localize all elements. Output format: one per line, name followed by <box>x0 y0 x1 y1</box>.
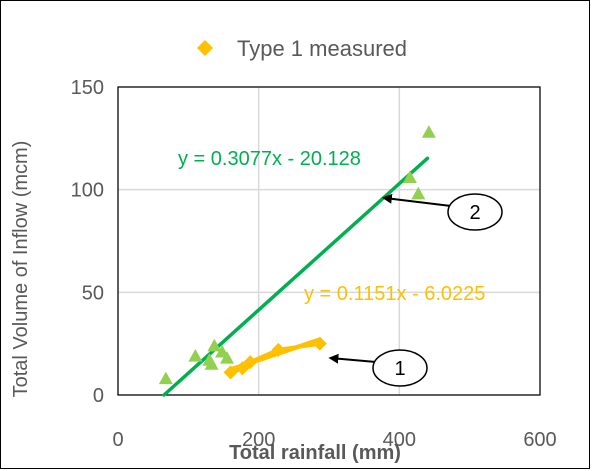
data-point-triangle <box>411 186 426 200</box>
data-point-triangle <box>421 125 436 138</box>
x-tick-label: 600 <box>523 429 556 451</box>
x-tick-label: 200 <box>242 429 275 451</box>
series-markers <box>158 125 436 385</box>
data-point-triangle <box>207 338 222 352</box>
callout-arrow-2 <box>381 193 452 207</box>
data-point-diamond <box>223 365 238 380</box>
y-axis-title: Total Volume of Inflow (mcm) <box>10 141 32 398</box>
legend-marker-diamond <box>197 40 213 56</box>
legend-label: Type 1 measured <box>237 36 407 61</box>
callouts: 21 <box>328 193 503 387</box>
plot-area-border <box>117 86 541 396</box>
x-tick-label: 0 <box>112 429 123 451</box>
data-point-diamond <box>271 342 286 357</box>
data-point-triangle <box>402 170 417 183</box>
data-point-triangle <box>220 351 235 364</box>
y-tick-label: 50 <box>82 282 104 304</box>
callout-arrow-1 <box>328 353 377 364</box>
x-axis-title: Total rainfall (mm) <box>229 442 401 464</box>
y-axis-tick-labels: 0 50 100 150 <box>71 77 104 407</box>
callout-circle-1 <box>372 349 428 387</box>
callout-circle-2 <box>447 193 503 231</box>
series-0 <box>223 336 327 380</box>
x-axis-tick-labels: 0 200 400 600 <box>112 429 556 451</box>
y-tick-label: 150 <box>71 77 104 99</box>
x-tick-label: 400 <box>383 429 416 451</box>
callout-label: 1 <box>394 358 405 380</box>
data-point-triangle <box>204 357 219 370</box>
legend: Type 1 measured <box>197 36 407 61</box>
y-tick-label: 100 <box>71 180 104 202</box>
y-tick-label: 0 <box>93 385 104 407</box>
grid <box>117 86 541 396</box>
callout-label: 2 <box>469 202 480 224</box>
data-point-triangle <box>158 371 173 385</box>
data-point-triangle <box>188 348 203 362</box>
trendline-equation-yellow: y = 0.1151x - 6.0225 <box>304 283 485 305</box>
plot-area <box>117 86 541 396</box>
series-1 <box>158 125 436 385</box>
data-point-diamond <box>243 355 258 370</box>
data-point-diamond <box>312 336 327 351</box>
trendline-equation-green: y = 0.3077x - 20.128 <box>178 148 361 170</box>
